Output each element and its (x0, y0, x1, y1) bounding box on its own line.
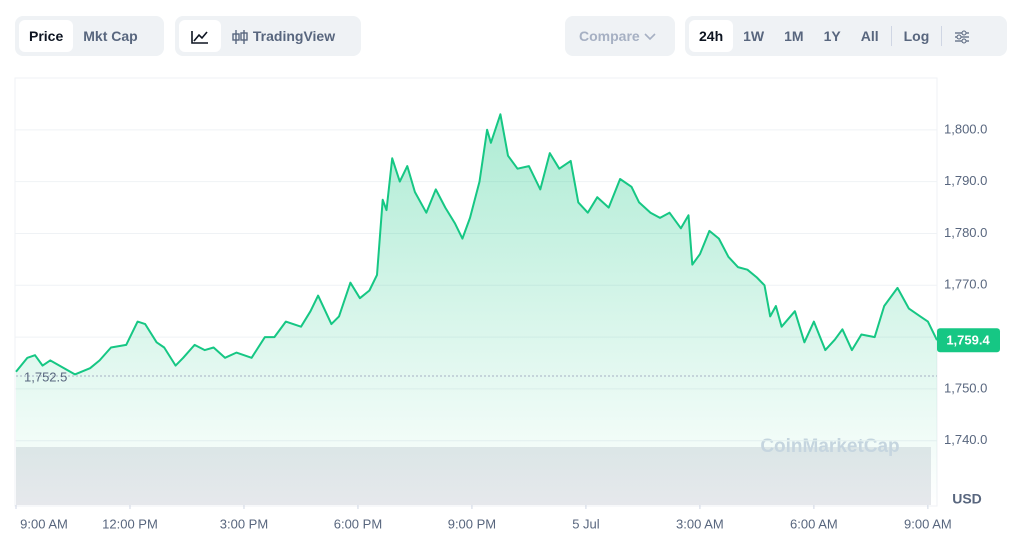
settings-button[interactable] (944, 20, 980, 52)
mkt-cap-tab[interactable]: Mkt Cap (83, 28, 138, 44)
x-tick-label: 3:00 PM (220, 516, 268, 531)
y-tick-label: 1,760.0 (944, 329, 987, 344)
compare-dropdown[interactable]: Compare (565, 16, 675, 56)
chart-type-group: TradingView (175, 16, 361, 56)
x-tick-label: 9:00 AM (904, 516, 952, 531)
y-tick-label: 1,770.0 (944, 277, 987, 292)
y-tick-label: 1,800.0 (944, 121, 987, 136)
log-button[interactable]: Log (903, 28, 930, 44)
currency-label: USD (952, 491, 982, 507)
x-tick-label: 6:00 PM (334, 516, 382, 531)
range-button[interactable]: 24h (689, 20, 734, 52)
range-group: 24h 1W 1M 1Y All Log (685, 16, 1007, 56)
x-tick-label: 6:00 AM (790, 516, 838, 531)
x-tick-label: 5 Jul (572, 516, 600, 531)
price-tab[interactable]: Price (19, 20, 74, 52)
x-tick-label: 12:00 PM (102, 516, 158, 531)
range-button[interactable]: 1Y (823, 28, 841, 44)
line-chart-button[interactable] (179, 20, 221, 52)
price-badge (937, 328, 1000, 353)
reference-label: 1,752.5 (24, 369, 67, 384)
x-tick-label: 9:00 PM (448, 516, 496, 531)
price-badge-label: 1,759.4 (946, 333, 990, 348)
compare-label: Compare (569, 20, 666, 52)
price-line (15, 113, 938, 376)
tradingview-label: TradingView (252, 28, 336, 44)
separator (890, 26, 892, 46)
plot-frame (14, 77, 938, 507)
compare-text: Compare (579, 28, 640, 44)
range-button[interactable]: All (860, 28, 879, 44)
volume-band (16, 447, 931, 505)
area-fill (16, 114, 937, 506)
tradingview-button[interactable]: TradingView (221, 20, 345, 52)
y-tick-label: 1,790.0 (944, 173, 987, 188)
tab-group: Price Mkt Cap (15, 16, 164, 56)
y-tick-label: 1,740.0 (944, 432, 987, 447)
y-tick-label: 1,750.0 (944, 380, 987, 395)
range-button[interactable]: 1W (743, 28, 765, 44)
separator (941, 26, 943, 46)
x-tick-label: 3:00 AM (676, 516, 724, 531)
range-button[interactable]: 1M (784, 28, 804, 44)
x-tick-label: 9:00 AM (20, 516, 68, 531)
y-tick-label: 1,780.0 (944, 225, 987, 240)
watermark: CoinMarketCap (760, 436, 899, 457)
